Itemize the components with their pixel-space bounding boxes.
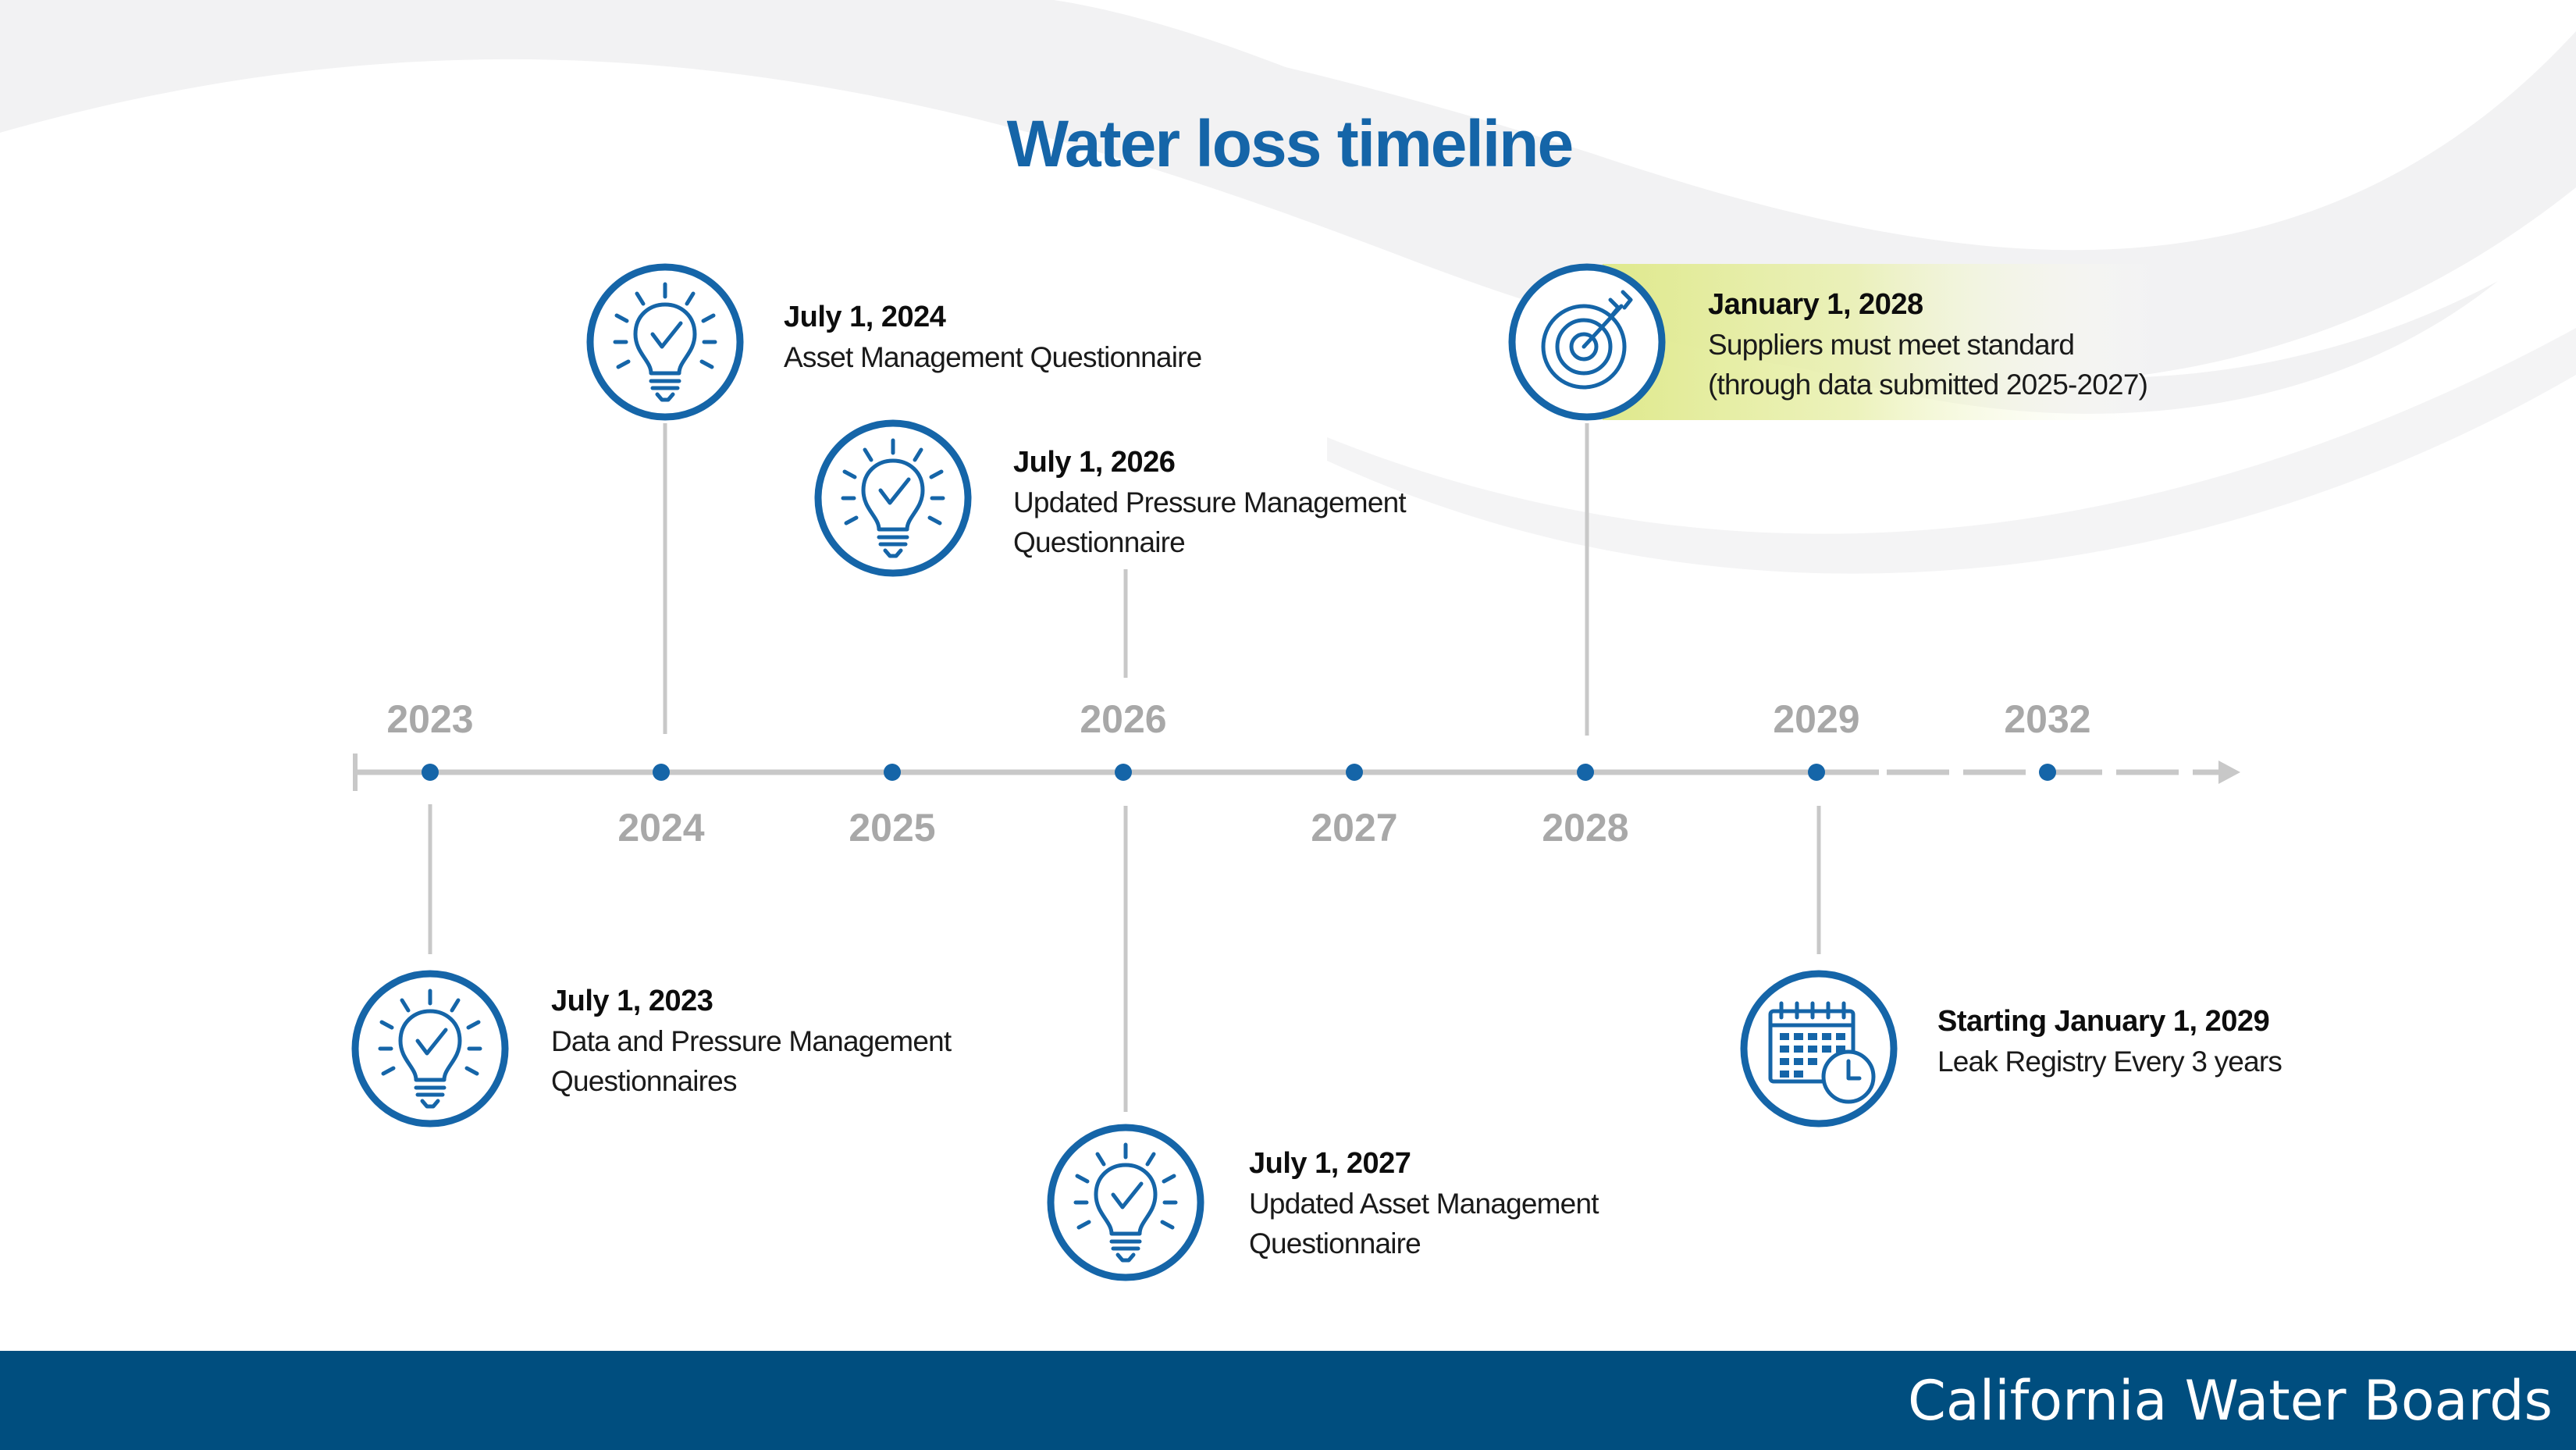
year-marker-2023 [422, 764, 439, 781]
timeline-events: July 1, 2023 Data and Pressure Management… [351, 263, 2282, 1281]
year-label-2026: 2026 [1080, 697, 1166, 741]
year-marker-2026 [1115, 764, 1132, 781]
year-label-2025: 2025 [849, 806, 935, 850]
event-description-line: Questionnaire [1249, 1227, 1421, 1259]
event-july-1-2026: July 1, 2026 Updated Pressure Management Q… [814, 419, 1407, 577]
event-description-line: Asset Management Questionnaire [784, 341, 1201, 373]
year-label-2027: 2027 [1311, 806, 1397, 850]
event-description-line: Updated Pressure Management [1013, 486, 1407, 518]
axis-arrowhead [2218, 761, 2240, 784]
event-description-line: Leak Registry Every 3 years [1937, 1046, 2282, 1078]
event-starting-january-1-2029: Starting January 1, 2029 Leak Registry Ev… [1740, 970, 2282, 1128]
event-date: July 1, 2023 [551, 985, 713, 1017]
event-icon-circle [1740, 970, 1898, 1128]
event-description-line: Suppliers must meet standard [1708, 329, 2074, 361]
event-date: January 1, 2028 [1708, 288, 1923, 321]
year-marker-2028 [1577, 764, 1594, 781]
highlight-band [1603, 264, 2165, 420]
year-marker-2029 [1808, 764, 1825, 781]
event-date: July 1, 2026 [1013, 446, 1175, 479]
year-label-2032: 2032 [2004, 697, 2090, 741]
event-description-line: Updated Asset Management [1249, 1188, 1599, 1220]
timeline-axis [353, 754, 2240, 791]
event-description-line: Questionnaires [551, 1065, 737, 1097]
event-description-line: (through data submitted 2025-2027) [1708, 369, 2147, 401]
year-label-2028: 2028 [1542, 806, 1628, 850]
event-july-1-2027: July 1, 2027 Updated Asset Management Ques… [1047, 1124, 1600, 1281]
event-date: July 1, 2027 [1249, 1147, 1411, 1180]
event-description-line: Data and Pressure Management [551, 1025, 952, 1057]
event-date: Starting January 1, 2029 [1937, 1005, 2269, 1038]
event-july-1-2024: July 1, 2024 Asset Management Questionnai… [586, 263, 1202, 421]
footer-org-name: California Water Boards [1908, 1369, 2553, 1433]
year-label-2029: 2029 [1773, 697, 1859, 741]
event-date: July 1, 2024 [784, 301, 946, 333]
year-marker-2027 [1346, 764, 1363, 781]
year-marker-2024 [653, 764, 670, 781]
page-title: Water loss timeline [1007, 107, 1572, 180]
year-marker-2025 [884, 764, 901, 781]
year-label-2024: 2024 [617, 806, 704, 850]
footer-bar: California Water Boards [0, 1351, 2576, 1450]
year-labels: 2023 2024 2025 2026 2027 2028 2029 2032 [386, 697, 2090, 850]
year-marker-2032 [2039, 764, 2056, 781]
year-label-2023: 2023 [386, 697, 473, 741]
event-connectors [428, 423, 1821, 1112]
event-description-line: Questionnaire [1013, 526, 1185, 558]
event-july-1-2023: July 1, 2023 Data and Pressure Management… [351, 970, 953, 1128]
event-january-1-2028: January 1, 2028 Suppliers must meet stand… [1508, 263, 2165, 421]
